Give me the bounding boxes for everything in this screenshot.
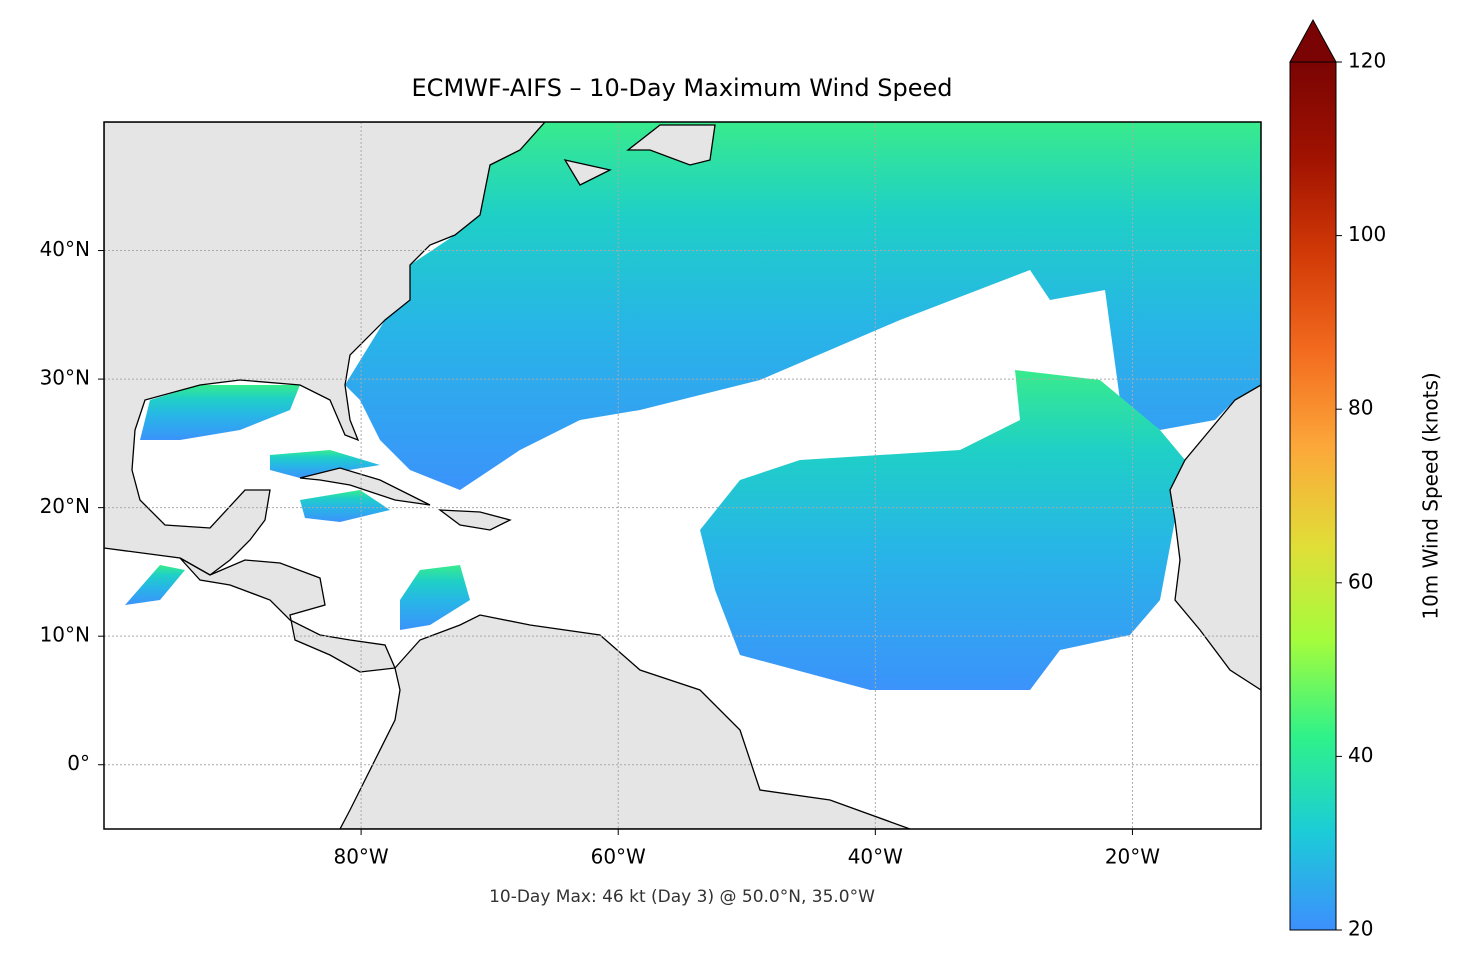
x-tick-label: 40°W (848, 845, 903, 869)
wind-region (270, 450, 380, 478)
y-tick-label: 0° (67, 751, 90, 775)
wind-region (300, 490, 390, 522)
colorbar (1289, 61, 1337, 931)
colorbar-tick-label: 100 (1348, 222, 1386, 246)
south-america (339, 614, 911, 829)
map-area (104, 122, 1261, 829)
nova-scotia (563, 159, 612, 186)
wind-region (140, 385, 300, 440)
cuba (299, 467, 431, 506)
land (104, 122, 1261, 829)
colorbar-label: 10m Wind Speed (knots) (1419, 372, 1443, 619)
colorbar-tick-label: 20 (1348, 917, 1373, 941)
wind-region (345, 122, 1261, 490)
colorbar-extend (1289, 18, 1337, 63)
grid (104, 122, 1261, 829)
colorbar-tick-label: 120 (1348, 49, 1386, 73)
africa (1169, 384, 1261, 691)
central-america (179, 557, 396, 673)
colorbar-tick-label: 40 (1348, 743, 1373, 767)
wind-field (125, 122, 1261, 690)
colorbar-tick-label: 80 (1348, 396, 1373, 420)
axes-frame (103, 121, 1262, 830)
hispaniola (437, 509, 512, 531)
ticks: 80°W 60°W 40°W 20°W 0° 10°N 20°N 30°N 40°N 20 40 60… (40, 49, 1387, 941)
y-tick-label: 20°N (40, 494, 90, 518)
colorbar-tick-label: 60 (1348, 569, 1373, 593)
north-america (104, 122, 546, 576)
newfoundland (626, 124, 716, 166)
chart-title: ECMWF-AIFS – 10-Day Maximum Wind Speed (412, 74, 953, 102)
x-tick-label: 60°W (591, 845, 646, 869)
wind-region (400, 565, 470, 630)
footnote: 10-Day Max: 46 kt (Day 3) @ 50.0°N, 35.0… (489, 887, 875, 907)
y-tick-label: 40°N (40, 237, 90, 261)
x-tick-label: 80°W (333, 845, 388, 869)
y-tick-label: 30°N (40, 366, 90, 390)
wind-region (125, 565, 185, 605)
x-tick-label: 20°W (1105, 845, 1160, 869)
wind-region (700, 370, 1185, 690)
y-tick-label: 10°N (40, 623, 90, 647)
